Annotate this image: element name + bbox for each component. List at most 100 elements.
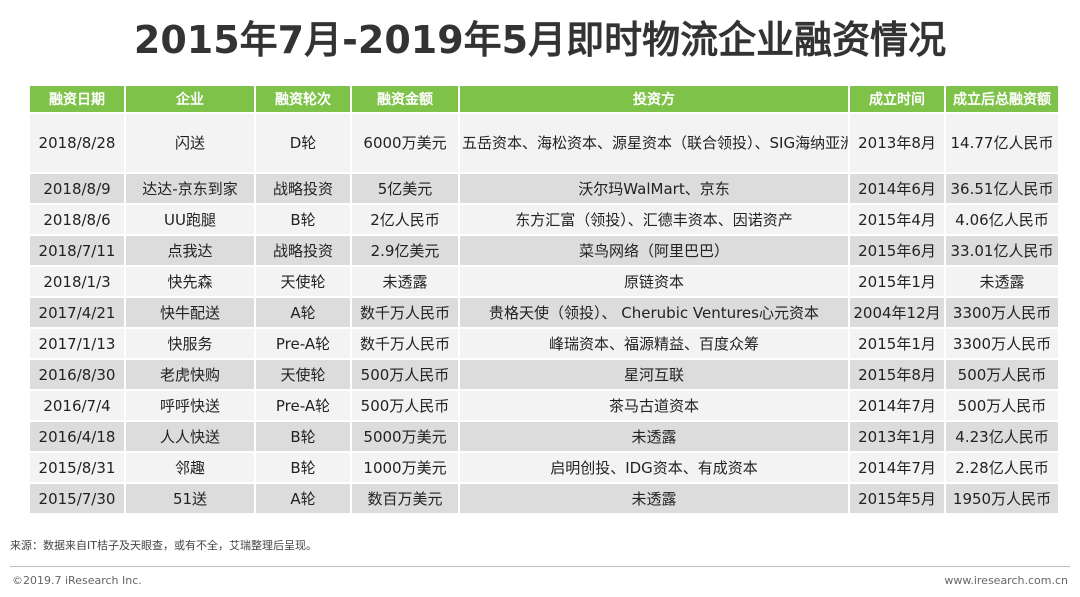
copyright-text: ©2019.7 iResearch Inc. xyxy=(12,574,142,587)
cell-total: 1950万人民币 xyxy=(946,484,1058,513)
cell-date: 2018/8/28 xyxy=(30,114,126,172)
cell-total: 2.28亿人民币 xyxy=(946,453,1058,482)
header-total: 成立后总融资额 xyxy=(946,86,1058,112)
cell-total: 3300万人民币 xyxy=(946,329,1058,358)
cell-total: 4.06亿人民币 xyxy=(946,205,1058,234)
cell-investors: 茶马古道资本 xyxy=(460,391,850,420)
header-company: 企业 xyxy=(126,86,256,112)
cell-company: 达达-京东到家 xyxy=(126,174,256,203)
cell-round: Pre-A轮 xyxy=(256,329,352,358)
table-row: 2016/4/18 人人快送 B轮 5000万美元 未透露 2013年1月 4.23亿人民币 xyxy=(30,422,1058,451)
table-body: 2018/8/28 闪送 D轮 6000万美元 五岳资本、海松资本、源星资本（联合领投）… xyxy=(30,114,1058,513)
cell-amount: 数百万美元 xyxy=(352,484,460,513)
cell-investors: 未透露 xyxy=(460,484,850,513)
cell-round: 战略投资 xyxy=(256,236,352,265)
table-row: 2015/7/30 51送 A轮 数百万美元 未透露 2015年5月 1950万人民币 xyxy=(30,484,1058,513)
table-header-row: 融资日期 企业 融资轮次 融资金额 投资方 成立时间 成立后总融资额 xyxy=(30,86,1058,112)
cell-founded: 2014年7月 xyxy=(850,391,946,420)
page-title: 2015年7月-2019年5月即时物流企业融资情况 xyxy=(133,18,947,62)
cell-amount: 数千万人民币 xyxy=(352,329,460,358)
header-round: 融资轮次 xyxy=(256,86,352,112)
cell-company: 点我达 xyxy=(126,236,256,265)
header-investors: 投资方 xyxy=(460,86,850,112)
cell-company: 邻趣 xyxy=(126,453,256,482)
cell-total: 500万人民币 xyxy=(946,391,1058,420)
cell-investors: 峰瑞资本、福源精益、百度众筹 xyxy=(460,329,850,358)
table-row: 2015/8/31 邻趣 B轮 1000万美元 启明创投、IDG资本、有成资本 2014年… xyxy=(30,453,1058,482)
header-amount: 融资金额 xyxy=(352,86,460,112)
cell-investors: 启明创投、IDG资本、有成资本 xyxy=(460,453,850,482)
cell-date: 2018/8/9 xyxy=(30,174,126,203)
cell-investors: 星河互联 xyxy=(460,360,850,389)
cell-company: 快服务 xyxy=(126,329,256,358)
table-row: 2018/7/11 点我达 战略投资 2.9亿美元 菜鸟网络（阿里巴巴） 2015年6月 3… xyxy=(30,236,1058,265)
cell-round: A轮 xyxy=(256,484,352,513)
cell-amount: 数千万人民币 xyxy=(352,298,460,327)
cell-round: A轮 xyxy=(256,298,352,327)
cell-amount: 500万人民币 xyxy=(352,391,460,420)
cell-date: 2017/1/13 xyxy=(30,329,126,358)
cell-company: UU跑腿 xyxy=(126,205,256,234)
cell-round: B轮 xyxy=(256,205,352,234)
cell-company: 快牛配送 xyxy=(126,298,256,327)
cell-amount: 6000万美元 xyxy=(352,114,460,172)
cell-date: 2018/8/6 xyxy=(30,205,126,234)
cell-date: 2016/8/30 xyxy=(30,360,126,389)
cell-amount: 2.9亿美元 xyxy=(352,236,460,265)
cell-amount: 2亿人民币 xyxy=(352,205,460,234)
cell-company: 快先森 xyxy=(126,267,256,296)
cell-round: B轮 xyxy=(256,422,352,451)
cell-investors: 沃尔玛WalMart、京东 xyxy=(460,174,850,203)
cell-founded: 2015年8月 xyxy=(850,360,946,389)
cell-total: 未透露 xyxy=(946,267,1058,296)
cell-total: 14.77亿人民币 xyxy=(946,114,1058,172)
cell-founded: 2013年8月 xyxy=(850,114,946,172)
table-row: 2017/4/21 快牛配送 A轮 数千万人民币 贵格天使（领投）、 Cherubic … xyxy=(30,298,1058,327)
cell-date: 2016/4/18 xyxy=(30,422,126,451)
cell-company: 51送 xyxy=(126,484,256,513)
table-row: 2018/8/28 闪送 D轮 6000万美元 五岳资本、海松资本、源星资本（联合领投）… xyxy=(30,114,1058,172)
cell-amount: 5亿美元 xyxy=(352,174,460,203)
cell-amount: 未透露 xyxy=(352,267,460,296)
cell-round: B轮 xyxy=(256,453,352,482)
footer-divider xyxy=(10,566,1070,567)
cell-total: 3300万人民币 xyxy=(946,298,1058,327)
cell-founded: 2015年1月 xyxy=(850,267,946,296)
cell-founded: 2015年5月 xyxy=(850,484,946,513)
cell-date: 2015/7/30 xyxy=(30,484,126,513)
table-row: 2017/1/13 快服务 Pre-A轮 数千万人民币 峰瑞资本、福源精益、百度众筹 20… xyxy=(30,329,1058,358)
header-founded: 成立时间 xyxy=(850,86,946,112)
table-row: 2018/8/6 UU跑腿 B轮 2亿人民币 东方汇富（领投）、汇德丰资本、因诺资产 20… xyxy=(30,205,1058,234)
financing-table: 融资日期 企业 融资轮次 融资金额 投资方 成立时间 成立后总融资额 2018/… xyxy=(30,84,1058,515)
cell-date: 2015/8/31 xyxy=(30,453,126,482)
cell-total: 36.51亿人民币 xyxy=(946,174,1058,203)
cell-date: 2018/1/3 xyxy=(30,267,126,296)
website-link[interactable]: www.iresearch.com.cn xyxy=(944,574,1068,587)
cell-founded: 2014年7月 xyxy=(850,453,946,482)
cell-total: 500万人民币 xyxy=(946,360,1058,389)
cell-company: 呼呼快送 xyxy=(126,391,256,420)
cell-investors: 原链资本 xyxy=(460,267,850,296)
cell-investors: 未透露 xyxy=(460,422,850,451)
cell-company: 闪送 xyxy=(126,114,256,172)
cell-amount: 5000万美元 xyxy=(352,422,460,451)
table-row: 2018/8/9 达达-京东到家 战略投资 5亿美元 沃尔玛WalMart、京东 2014… xyxy=(30,174,1058,203)
cell-total: 33.01亿人民币 xyxy=(946,236,1058,265)
cell-total: 4.23亿人民币 xyxy=(946,422,1058,451)
cell-founded: 2004年12月 xyxy=(850,298,946,327)
cell-round: 战略投资 xyxy=(256,174,352,203)
cell-investors: 东方汇富（领投）、汇德丰资本、因诺资产 xyxy=(460,205,850,234)
table-row: 2016/8/30 老虎快购 天使轮 500万人民币 星河互联 2015年8月 500万人民… xyxy=(30,360,1058,389)
header-date: 融资日期 xyxy=(30,86,126,112)
cell-founded: 2014年6月 xyxy=(850,174,946,203)
cell-date: 2016/7/4 xyxy=(30,391,126,420)
cell-amount: 500万人民币 xyxy=(352,360,460,389)
table-row: 2018/1/3 快先森 天使轮 未透露 原链资本 2015年1月 未透露 xyxy=(30,267,1058,296)
source-note: 来源：数据来自IT桔子及天眼查，或有不全，艾瑞整理后呈现。 xyxy=(10,539,317,552)
cell-founded: 2015年6月 xyxy=(850,236,946,265)
cell-founded: 2015年4月 xyxy=(850,205,946,234)
cell-round: 天使轮 xyxy=(256,360,352,389)
cell-investors: 贵格天使（领投）、 Cherubic Ventures心元资本 xyxy=(460,298,850,327)
cell-company: 人人快送 xyxy=(126,422,256,451)
cell-round: Pre-A轮 xyxy=(256,391,352,420)
